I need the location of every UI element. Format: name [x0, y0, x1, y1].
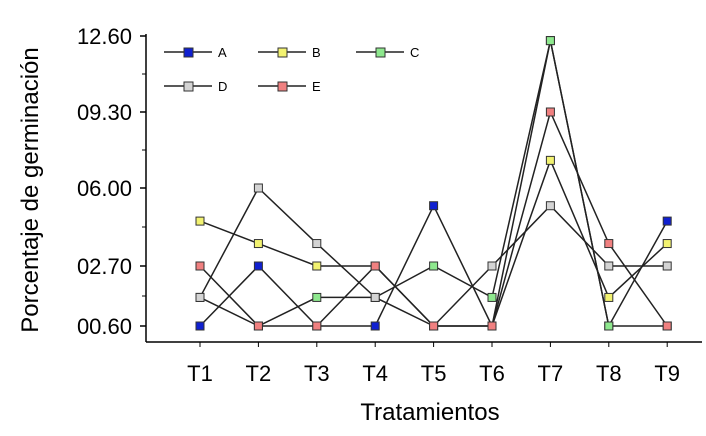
legend-label: C [410, 45, 419, 60]
y-tick-label: 00.60 [77, 314, 132, 339]
point-B-T2 [253, 239, 263, 249]
series-line-C [199, 40, 668, 327]
point-B-T1 [195, 216, 205, 226]
legend-label: E [312, 79, 321, 94]
legend-label: B [312, 45, 321, 60]
x-tick-label: T7 [538, 361, 564, 386]
legend-item-A: A [164, 45, 227, 60]
point-D-T2 [253, 183, 263, 193]
x-tick-label: T8 [596, 361, 622, 386]
legend-label: D [218, 79, 227, 94]
x-tick-label: T5 [421, 361, 447, 386]
legend-marker [183, 47, 194, 58]
x-tick-label: T2 [246, 361, 272, 386]
point-D-T8 [604, 261, 614, 271]
point-D-T7 [545, 201, 555, 211]
series-line-A [199, 40, 668, 329]
point-B-T9 [662, 239, 672, 249]
y-tick-group: 00.60 02.70 06.00 09.30 12.60 [77, 24, 146, 339]
point-C-T5 [429, 261, 439, 271]
point-A-T5 [429, 201, 439, 211]
legend-marker [277, 81, 288, 92]
y-tick-label: 12.60 [77, 24, 132, 49]
legend-label: A [218, 45, 227, 60]
legend-item-B: B [258, 45, 321, 60]
series-line-B [199, 158, 668, 327]
point-C-T8 [604, 321, 614, 331]
point-A-T9 [662, 216, 672, 226]
point-E-T5 [429, 321, 439, 331]
point-D-T3 [312, 239, 322, 249]
point-E-T2 [253, 321, 263, 331]
point-D-T4 [370, 292, 380, 302]
point-A-T1 [195, 321, 205, 331]
point-B-T3 [312, 261, 322, 271]
point-E-T1 [195, 261, 205, 271]
x-tick-label: T1 [187, 361, 213, 386]
point-B-T7 [545, 155, 555, 165]
legend-marker [277, 47, 288, 58]
y-axis-title: Porcentaje de germinación [17, 47, 44, 333]
legend-item-C: C [356, 45, 419, 60]
legend-marker [375, 47, 386, 58]
point-C-T6 [487, 292, 497, 302]
x-tick-group: T1 T2 T3 T4 T5 T6 T7 T8 T9 [187, 342, 680, 386]
point-D-T1 [195, 292, 205, 302]
point-E-T6 [487, 321, 497, 331]
legend: A B C D E [164, 45, 419, 94]
series-line-E [199, 109, 668, 327]
point-A-T4 [370, 321, 380, 331]
point-C-T7 [545, 36, 555, 46]
series-layer [195, 36, 672, 331]
point-D-T9 [662, 261, 672, 271]
x-tick-label: T3 [304, 361, 330, 386]
x-tick-label: T6 [479, 361, 505, 386]
y-tick-label: 02.70 [77, 254, 132, 279]
point-B-T8 [604, 292, 614, 302]
point-E-T4 [370, 261, 380, 271]
point-C-T3 [312, 292, 322, 302]
legend-item-D: D [164, 79, 227, 94]
x-axis-title: Tratamientos [360, 399, 499, 426]
point-D-T6 [487, 261, 497, 271]
legend-marker [183, 81, 194, 92]
point-E-T7 [545, 107, 555, 117]
y-tick-label: 06.00 [77, 176, 132, 201]
point-A-T2 [253, 261, 263, 271]
x-tick-label: T9 [654, 361, 680, 386]
x-tick-label: T4 [362, 361, 388, 386]
point-E-T3 [312, 321, 322, 331]
y-tick-label: 09.30 [77, 100, 132, 125]
legend-item-E: E [258, 79, 321, 94]
point-E-T9 [662, 321, 672, 331]
point-E-T8 [604, 239, 614, 249]
